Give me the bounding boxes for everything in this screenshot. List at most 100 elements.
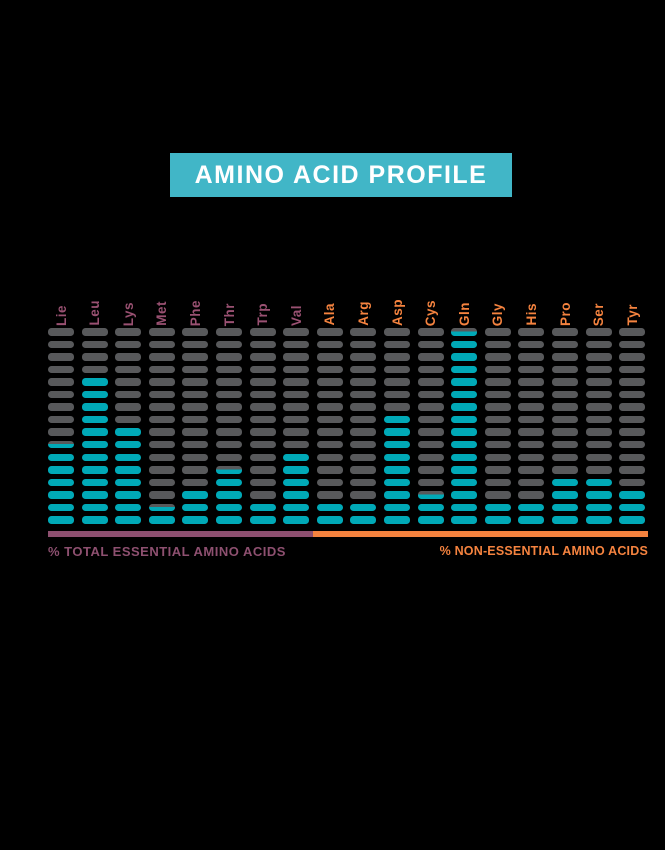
dash-teal (451, 428, 478, 436)
dash-gray (81, 353, 108, 361)
dash-gray (552, 466, 578, 474)
dash-gray (484, 390, 511, 399)
column-label-wrap: Arg (350, 278, 376, 326)
dash-gray (249, 491, 276, 499)
dash-teal (451, 390, 478, 399)
dash-gray (585, 365, 612, 374)
dash-gray (148, 353, 175, 361)
essential-legend-line (48, 531, 313, 537)
dash-teal (451, 453, 478, 461)
dash-gray (316, 340, 343, 349)
dash-gray (148, 491, 175, 499)
dash-gray (619, 365, 646, 374)
non-essential-legend-label: % NON-ESSENTIAL AMINO ACIDS (439, 544, 648, 558)
dash-teal (148, 516, 175, 524)
dash-gray (115, 365, 142, 374)
dash-teal (484, 516, 511, 524)
dash-gray (283, 365, 310, 374)
dash-gray (350, 428, 377, 436)
dash-gray (182, 428, 209, 436)
dash-gray (316, 365, 343, 374)
dash-teal (451, 440, 478, 449)
dash-teal (81, 440, 108, 449)
column-label: Met (154, 301, 170, 326)
dash-gray (48, 365, 74, 374)
dash-teal (384, 466, 410, 474)
dash-teal (115, 466, 142, 474)
dash-gray (48, 353, 74, 361)
dash-gray (619, 403, 646, 411)
dash-teal (384, 516, 410, 524)
dash-gray (484, 340, 511, 349)
dash-gray (552, 328, 578, 336)
dash-teal (384, 503, 410, 512)
column-label-wrap: Asp (384, 278, 410, 326)
dash-teal (216, 516, 242, 524)
dash-gray (585, 453, 612, 461)
dash-gray (249, 453, 276, 461)
dash-teal (48, 466, 74, 474)
dash-gray (350, 353, 377, 361)
dash-gray (552, 365, 578, 374)
dash-gray (619, 390, 646, 399)
dash-gray (619, 428, 646, 436)
dash-gray (350, 491, 377, 499)
dash-gray (552, 390, 578, 399)
column-label: Arg (355, 301, 371, 326)
dash-gray (518, 453, 545, 461)
dash-teal (48, 491, 74, 499)
column-label: Lie (53, 304, 69, 326)
column-label: Thr (221, 302, 237, 326)
dash-teal (115, 516, 142, 524)
dash-gray (417, 403, 444, 411)
dash-gray (619, 353, 646, 361)
column-label-wrap: Trp (250, 278, 276, 326)
dash-gray (417, 390, 444, 399)
dash-gray (216, 403, 242, 411)
dash-gray (417, 478, 444, 487)
dash-gray (619, 378, 646, 386)
dash-gray (216, 440, 242, 449)
dash-gray (182, 478, 209, 487)
dash-gray (48, 415, 74, 424)
dash-gray (518, 365, 545, 374)
dash-gray (216, 353, 242, 361)
dash-gray (552, 428, 578, 436)
dash-gray (48, 340, 74, 349)
dash-gray (350, 403, 377, 411)
dash-gray (249, 415, 276, 424)
dash-teal (552, 503, 578, 512)
dash-gray (350, 466, 377, 474)
dash-teal (283, 466, 310, 474)
dash-teal (216, 491, 242, 499)
column-label: His (523, 303, 539, 326)
column-label-wrap: Cys (418, 278, 444, 326)
dash-gray (115, 415, 142, 424)
dash-gray (417, 328, 444, 336)
dash-teal (619, 503, 646, 512)
dash-teal (81, 453, 108, 461)
dash-gray (484, 453, 511, 461)
dash-gray (518, 440, 545, 449)
dash-teal (48, 516, 74, 524)
dash-gray (484, 478, 511, 487)
dash-teal (115, 491, 142, 499)
dash-gray (182, 390, 209, 399)
column-label: Cys (423, 299, 439, 326)
dash-teal (283, 491, 310, 499)
dash-gray (585, 440, 612, 449)
dash-teal (283, 478, 310, 487)
dash-gray (216, 453, 242, 461)
dash-gray (316, 428, 343, 436)
dash-teal (316, 503, 343, 512)
dash-teal (585, 491, 612, 499)
column-label-wrap: Ala (317, 278, 343, 326)
dash-gray (182, 340, 209, 349)
dash-teal (451, 491, 478, 499)
dash-gray (350, 365, 377, 374)
dash-gray (148, 403, 175, 411)
dash-teal (182, 491, 209, 499)
dash-gray (552, 353, 578, 361)
dash-gray (417, 340, 444, 349)
dash-teal (48, 453, 74, 461)
